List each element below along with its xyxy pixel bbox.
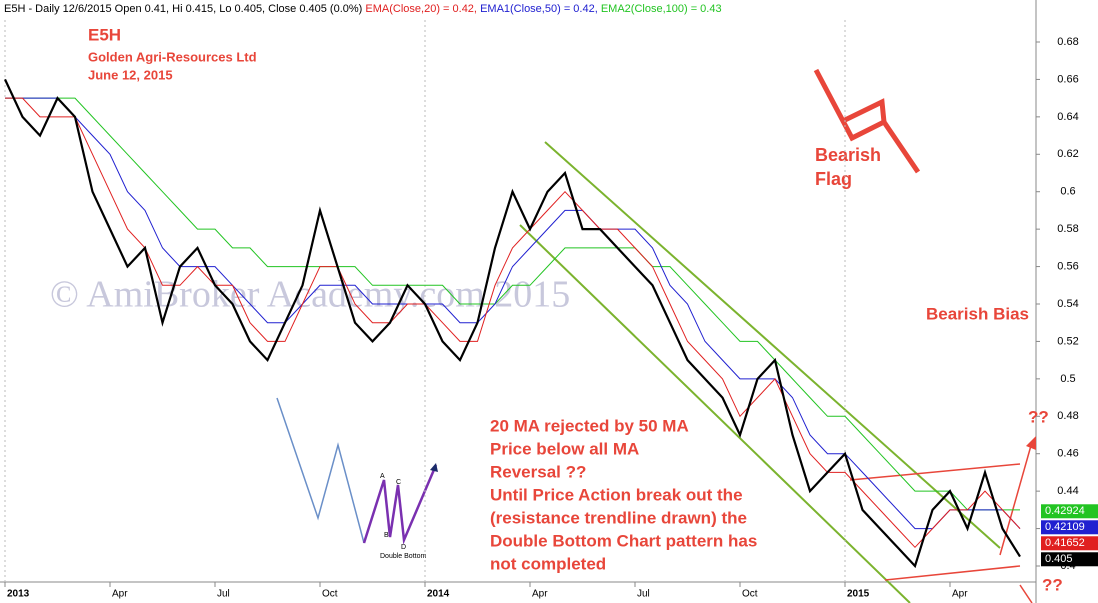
pattern-point: C bbox=[396, 479, 401, 486]
x-tick-label: Oct bbox=[322, 589, 338, 600]
price-tag bbox=[1041, 520, 1098, 535]
note-line: Until Price Action break out the bbox=[490, 485, 743, 504]
header-ema100: EMA2(Close,100) = 0.43 bbox=[601, 3, 722, 15]
pattern-db bbox=[362, 464, 438, 545]
pattern-point: D bbox=[401, 544, 406, 551]
price-tag-label: 0.405 bbox=[1045, 553, 1073, 565]
pattern-box bbox=[265, 393, 440, 568]
note-line: not completed bbox=[490, 554, 606, 573]
chart-title: E5H bbox=[88, 25, 121, 44]
note-line: 20 MA rejected by 50 MA bbox=[490, 416, 689, 435]
y-tick-label: 0.56 bbox=[1057, 260, 1078, 272]
pattern-name: Double Bottom bbox=[380, 553, 426, 560]
y-tick-label: 0.44 bbox=[1057, 485, 1078, 497]
flag-label: Flag bbox=[815, 169, 852, 189]
x-tick-label: 2014 bbox=[427, 589, 450, 600]
price-tag-label: 0.41652 bbox=[1045, 537, 1085, 549]
pattern-arrow bbox=[430, 463, 438, 472]
y-tick-label: 0.46 bbox=[1057, 448, 1078, 460]
note-line: (resistance trendline drawn) the bbox=[490, 508, 747, 527]
y-tick-label: 0.48 bbox=[1057, 410, 1078, 422]
x-tick-label: Jul bbox=[217, 589, 230, 600]
price-tag-label: 0.42109 bbox=[1045, 521, 1085, 533]
flag-label: Bearish bbox=[815, 145, 881, 165]
arrow-heads bbox=[1026, 436, 1036, 450]
x-tick-label: Oct bbox=[742, 589, 758, 600]
pattern-w bbox=[276, 397, 365, 544]
price-tag bbox=[1041, 552, 1098, 567]
y-tick-label: 0.62 bbox=[1057, 148, 1078, 160]
note-line: Reversal ?? bbox=[490, 462, 586, 481]
x-tick-label: Apr bbox=[952, 589, 968, 600]
price-tag bbox=[1041, 504, 1098, 519]
x-tick-label: 2015 bbox=[847, 589, 870, 600]
price-tag bbox=[1041, 536, 1098, 551]
pattern-point: B bbox=[384, 532, 389, 539]
flag-icon bbox=[813, 68, 921, 174]
triangle bbox=[849, 441, 1033, 603]
price-tag-label: 0.42924 bbox=[1045, 505, 1085, 517]
ema-line bbox=[5, 97, 1020, 511]
x-tick-label: Apr bbox=[532, 589, 548, 600]
header-ema50: EMA1(Close,50) = 0.42, bbox=[480, 3, 598, 15]
y-tick-label: 0.5 bbox=[1060, 373, 1075, 385]
header-ema20: EMA(Close,20) = 0.42, bbox=[365, 3, 477, 15]
price-line bbox=[4, 78, 1021, 569]
y-tick-label: 0.64 bbox=[1057, 111, 1078, 123]
y-tick-label: 0.6 bbox=[1060, 186, 1075, 198]
y-tick-label: 0.66 bbox=[1057, 73, 1078, 85]
note-line: Double Bottom Chart pattern has bbox=[490, 531, 757, 550]
pattern-point: A bbox=[380, 473, 385, 480]
pattern-labels: A B C D Double Bottom bbox=[380, 473, 426, 560]
up-label: ?? bbox=[1028, 407, 1049, 426]
down-label: ?? bbox=[1042, 575, 1063, 594]
header: E5H - Daily 12/6/2015 Open 0.41, Hi 0.41… bbox=[4, 3, 722, 15]
subtitle: Golden Agri-Resources Ltd bbox=[88, 49, 257, 64]
date: June 12, 2015 bbox=[88, 67, 173, 82]
y-tick-label: 0.52 bbox=[1057, 335, 1078, 347]
x-tick-label: 2013 bbox=[7, 589, 30, 600]
y-tick-label: 0.58 bbox=[1057, 223, 1078, 235]
bias-label: Bearish Bias bbox=[926, 304, 1029, 323]
header-ohlc: E5H - Daily 12/6/2015 Open 0.41, Hi 0.41… bbox=[4, 3, 362, 15]
x-tick-label: Apr bbox=[112, 589, 128, 600]
y-tick-label: 0.54 bbox=[1057, 298, 1078, 310]
x-tick-label: Jul bbox=[637, 589, 650, 600]
y-tick-label: 0.68 bbox=[1057, 36, 1078, 48]
ema-line bbox=[5, 97, 1021, 530]
note-line: Price below all MA bbox=[490, 439, 639, 458]
